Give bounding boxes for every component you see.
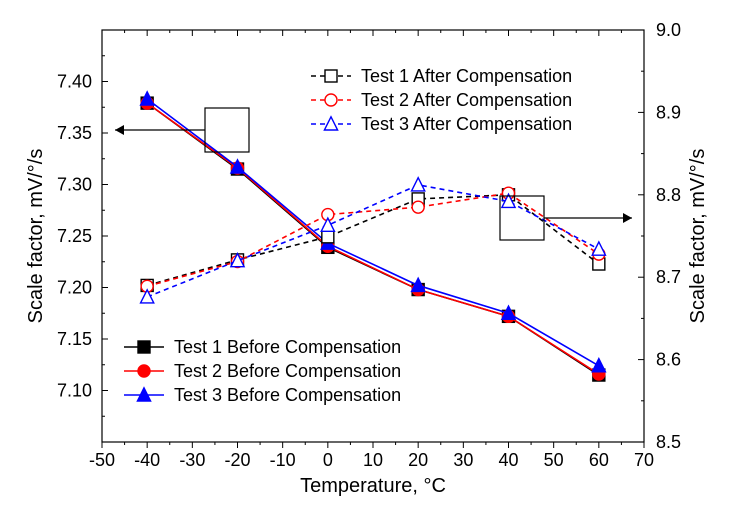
y-right-tick-label: 8.7	[656, 267, 681, 287]
y-left-tick-label: 7.20	[57, 278, 92, 298]
legend-item-label: Test 1 After Compensation	[361, 66, 572, 86]
x-tick-label: -40	[134, 450, 160, 470]
x-tick-label: 20	[408, 450, 428, 470]
x-tick-label: -20	[224, 450, 250, 470]
legend-item-label: Test 2 Before Compensation	[174, 361, 401, 381]
x-tick-label: -50	[89, 450, 115, 470]
x-tick-label: -30	[179, 450, 205, 470]
x-tick-label: 70	[634, 450, 654, 470]
y-left-tick-label: 7.10	[57, 381, 92, 401]
x-tick-label: 0	[323, 450, 333, 470]
legend-before: Test 1 Before Compensation Test 2 Before …	[118, 331, 408, 409]
x-tick-label: 30	[453, 450, 473, 470]
y-right-axis-label: Scale factor, mV/°/s	[687, 149, 709, 324]
x-tick-label: 60	[589, 450, 609, 470]
y-left-tick-label: 7.15	[57, 329, 92, 349]
x-tick-label: -10	[270, 450, 296, 470]
y-left-tick-label: 7.40	[57, 72, 92, 92]
y-left-tick-label: 7.30	[57, 175, 92, 195]
chart-svg: -50 -40 -30 -20 -10 0 10 20 30 40 50 60 70 7.10 7.15 7.…	[0, 0, 743, 517]
y-left-axis-label: Scale factor, mV/°/s	[25, 149, 47, 324]
legend-item-label: Test 1 Before Compensation	[174, 337, 401, 357]
y-right-tick-label: 8.5	[656, 432, 681, 452]
x-tick-label: 10	[363, 450, 383, 470]
x-axis-label: Temperature, °C	[300, 475, 446, 497]
y-left-tick-label: 7.35	[57, 123, 92, 143]
y-left-tick-label: 7.25	[57, 226, 92, 246]
legend-item-label: Test 2 After Compensation	[361, 90, 572, 110]
legend-item-label: Test 3 Before Compensation	[174, 385, 401, 405]
legend-after: Test 1 After Compensation Test 2 After Co…	[305, 60, 595, 138]
legend-item-label: Test 3 After Compensation	[361, 114, 572, 134]
y-right-tick-label: 8.9	[656, 102, 681, 122]
y-right-tick-label: 9.0	[656, 20, 681, 40]
y-right-tick-label: 8.6	[656, 350, 681, 370]
x-tick-label: 40	[498, 450, 518, 470]
x-tick-label: 50	[544, 450, 564, 470]
y-right-tick-label: 8.8	[656, 185, 681, 205]
dual-axis-chart: -50 -40 -30 -20 -10 0 10 20 30 40 50 60 70 7.10 7.15 7.…	[0, 0, 743, 517]
